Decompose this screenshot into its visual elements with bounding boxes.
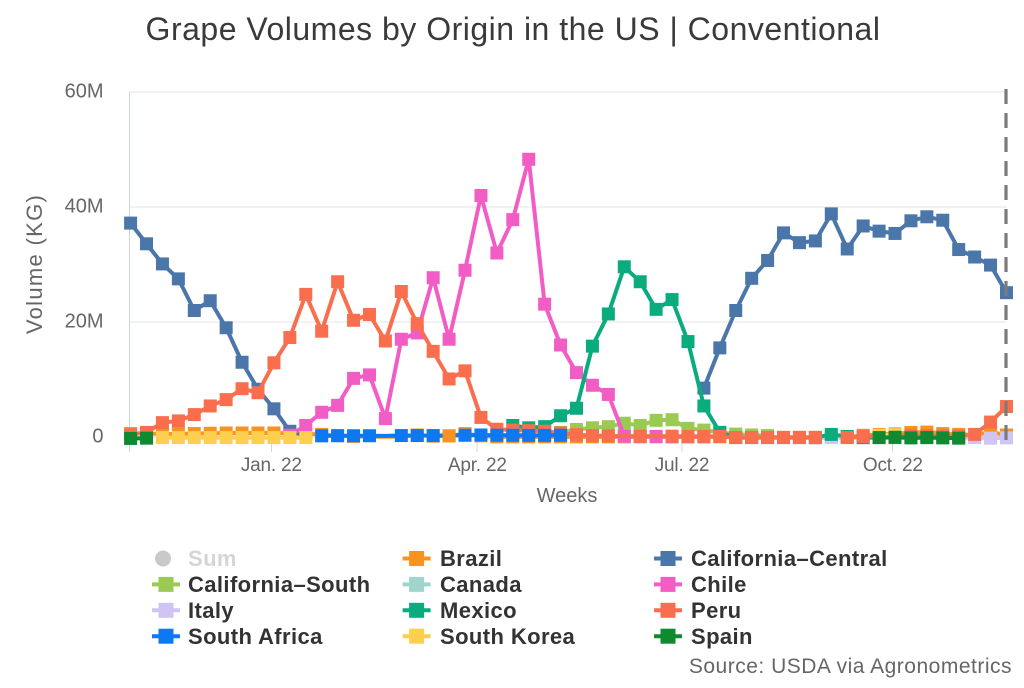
svg-text:60M: 60M xyxy=(65,81,104,103)
svg-text:South Africa: South Africa xyxy=(188,624,323,649)
svg-text:0: 0 xyxy=(92,426,103,448)
svg-text:Jul. 22: Jul. 22 xyxy=(655,455,710,476)
svg-text:Chile: Chile xyxy=(691,572,747,597)
svg-text:Volume (KG): Volume (KG) xyxy=(22,194,47,334)
svg-text:Grape Volumes by Origin in the: Grape Volumes by Origin in the US | Conv… xyxy=(146,11,881,47)
svg-text:California–South: California–South xyxy=(188,572,370,597)
svg-text:Source: USDA via Agronometrics: Source: USDA via Agronometrics xyxy=(689,655,1012,678)
svg-text:Spain: Spain xyxy=(691,624,753,649)
svg-text:Mexico: Mexico xyxy=(440,598,517,623)
svg-text:Canada: Canada xyxy=(440,572,522,597)
svg-text:20M: 20M xyxy=(65,311,104,333)
svg-text:Oct. 22: Oct. 22 xyxy=(863,455,923,476)
svg-text:Weeks: Weeks xyxy=(537,485,598,507)
svg-text:Apr. 22: Apr. 22 xyxy=(448,455,507,476)
svg-text:Peru: Peru xyxy=(691,598,742,623)
svg-text:Brazil: Brazil xyxy=(440,546,502,571)
svg-text:Sum: Sum xyxy=(188,546,237,571)
svg-text:California–Central: California–Central xyxy=(691,546,888,571)
svg-text:Jan. 22: Jan. 22 xyxy=(241,455,302,476)
svg-text:40M: 40M xyxy=(65,196,104,218)
svg-text:South Korea: South Korea xyxy=(440,624,576,649)
svg-text:Italy: Italy xyxy=(188,598,234,623)
